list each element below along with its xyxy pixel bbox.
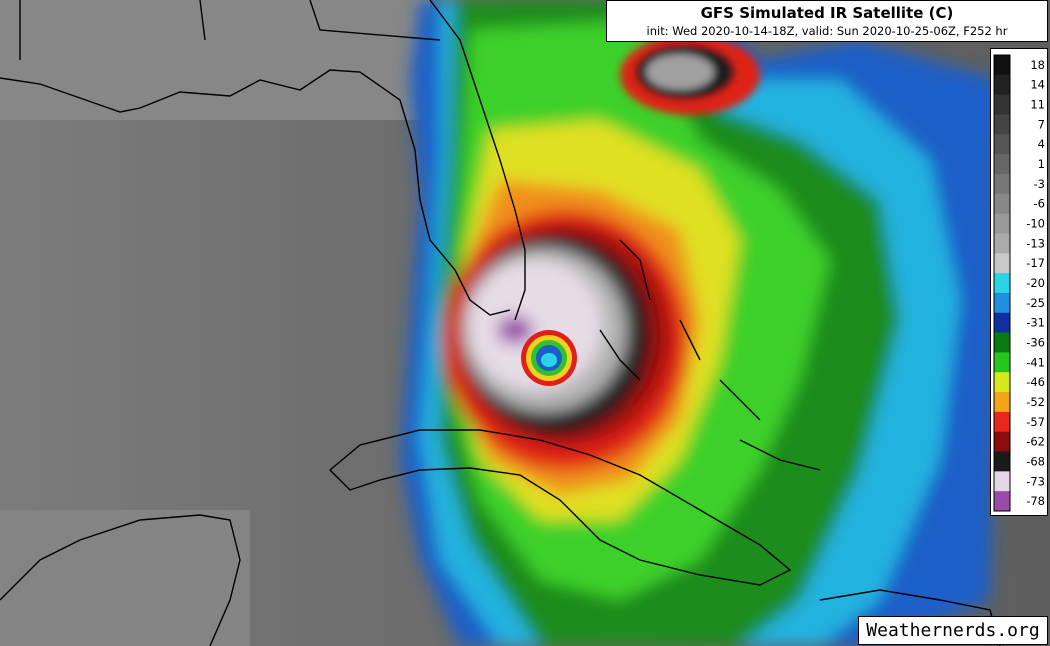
credit-label: Weathernerds.org bbox=[858, 616, 1048, 645]
legend-swatch bbox=[994, 213, 1010, 234]
legend-scale: 18 14 11 7 4 1 -3 -6 -10 -13 -17 -20 -25 -31 -36 -41 -46… bbox=[993, 54, 1045, 512]
legend-swatch bbox=[994, 253, 1010, 274]
legend-swatch bbox=[994, 392, 1010, 413]
map-subtitle: init: Wed 2020-10-14-18Z, valid: Sun 202… bbox=[646, 24, 1008, 38]
legend-swatch bbox=[994, 173, 1010, 195]
legend-swatch bbox=[994, 94, 1010, 115]
title-box: GFS Simulated IR Satellite (C) init: Wed… bbox=[606, 0, 1048, 42]
legend-swatch bbox=[994, 451, 1010, 472]
cloud-field bbox=[400, 0, 1000, 646]
legend-tick-label: -13 bbox=[1026, 236, 1045, 250]
legend-tick-label: 11 bbox=[1030, 98, 1045, 112]
legend-swatch bbox=[994, 332, 1010, 353]
color-legend: 18 14 11 7 4 1 -3 -6 -10 -13 -17 -20 -25 -31 -36 -41 -46… bbox=[990, 48, 1048, 516]
legend-swatch bbox=[994, 193, 1010, 215]
legend-tick-label: -36 bbox=[1026, 335, 1045, 349]
land-mexico bbox=[0, 510, 250, 646]
legend-swatch bbox=[994, 471, 1010, 492]
legend-bar-outline bbox=[993, 54, 1011, 512]
legend-tick-label: -10 bbox=[1026, 217, 1045, 231]
us-state-border bbox=[19, 0, 441, 60]
legend-swatch bbox=[994, 431, 1010, 453]
legend-tick-label: -41 bbox=[1026, 355, 1045, 369]
legend-swatch bbox=[994, 312, 1010, 334]
legend-swatch bbox=[994, 154, 1010, 175]
legend-swatch bbox=[994, 411, 1010, 433]
legend-swatch bbox=[994, 55, 1010, 76]
legend-swatch bbox=[994, 292, 1010, 314]
florida-east-coast bbox=[429, 0, 526, 321]
legend-tick-label: -20 bbox=[1026, 276, 1045, 290]
bahamas-islands bbox=[599, 239, 821, 471]
land-north bbox=[0, 0, 430, 120]
legend-tick-label: -62 bbox=[1026, 435, 1045, 449]
legend-swatch bbox=[994, 74, 1010, 96]
legend-tick-label: -57 bbox=[1026, 415, 1045, 429]
map-title: GFS Simulated IR Satellite (C) bbox=[700, 4, 954, 22]
northern-cloud-blob bbox=[620, 35, 760, 115]
legend-tick-label: -52 bbox=[1026, 395, 1045, 409]
legend-swatch bbox=[994, 134, 1010, 155]
hurricane-eye bbox=[521, 330, 577, 386]
legend-swatch bbox=[994, 491, 1010, 512]
legend-tick-label: 18 bbox=[1030, 58, 1045, 72]
gulf-coast bbox=[0, 69, 511, 316]
legend-tick-label: -46 bbox=[1026, 375, 1045, 389]
coastlines bbox=[0, 0, 1001, 646]
legend-tick-label: -3 bbox=[1034, 177, 1045, 191]
legend-swatch bbox=[994, 352, 1010, 373]
legend-tick-label: -17 bbox=[1026, 256, 1045, 270]
cuba-coast bbox=[328, 429, 792, 586]
legend-tick-label: 7 bbox=[1038, 117, 1045, 131]
legend-tick-label: -6 bbox=[1034, 197, 1045, 211]
legend-tick-label: -73 bbox=[1026, 474, 1045, 488]
legend-swatch bbox=[994, 372, 1010, 393]
legend-swatch bbox=[994, 273, 1010, 294]
legend-tick-label: 14 bbox=[1030, 78, 1045, 92]
legend-tick-label: -25 bbox=[1026, 296, 1045, 310]
legend-tick-label: 4 bbox=[1038, 137, 1045, 151]
legend-tick-label: -31 bbox=[1026, 316, 1045, 330]
legend-swatch bbox=[994, 233, 1010, 254]
mexico-coast bbox=[0, 514, 241, 646]
legend-tick-label: 1 bbox=[1038, 157, 1045, 171]
legend-swatch bbox=[994, 114, 1010, 135]
legend-tick-label: -68 bbox=[1026, 454, 1045, 468]
legend-tick-label: -78 bbox=[1026, 494, 1045, 508]
